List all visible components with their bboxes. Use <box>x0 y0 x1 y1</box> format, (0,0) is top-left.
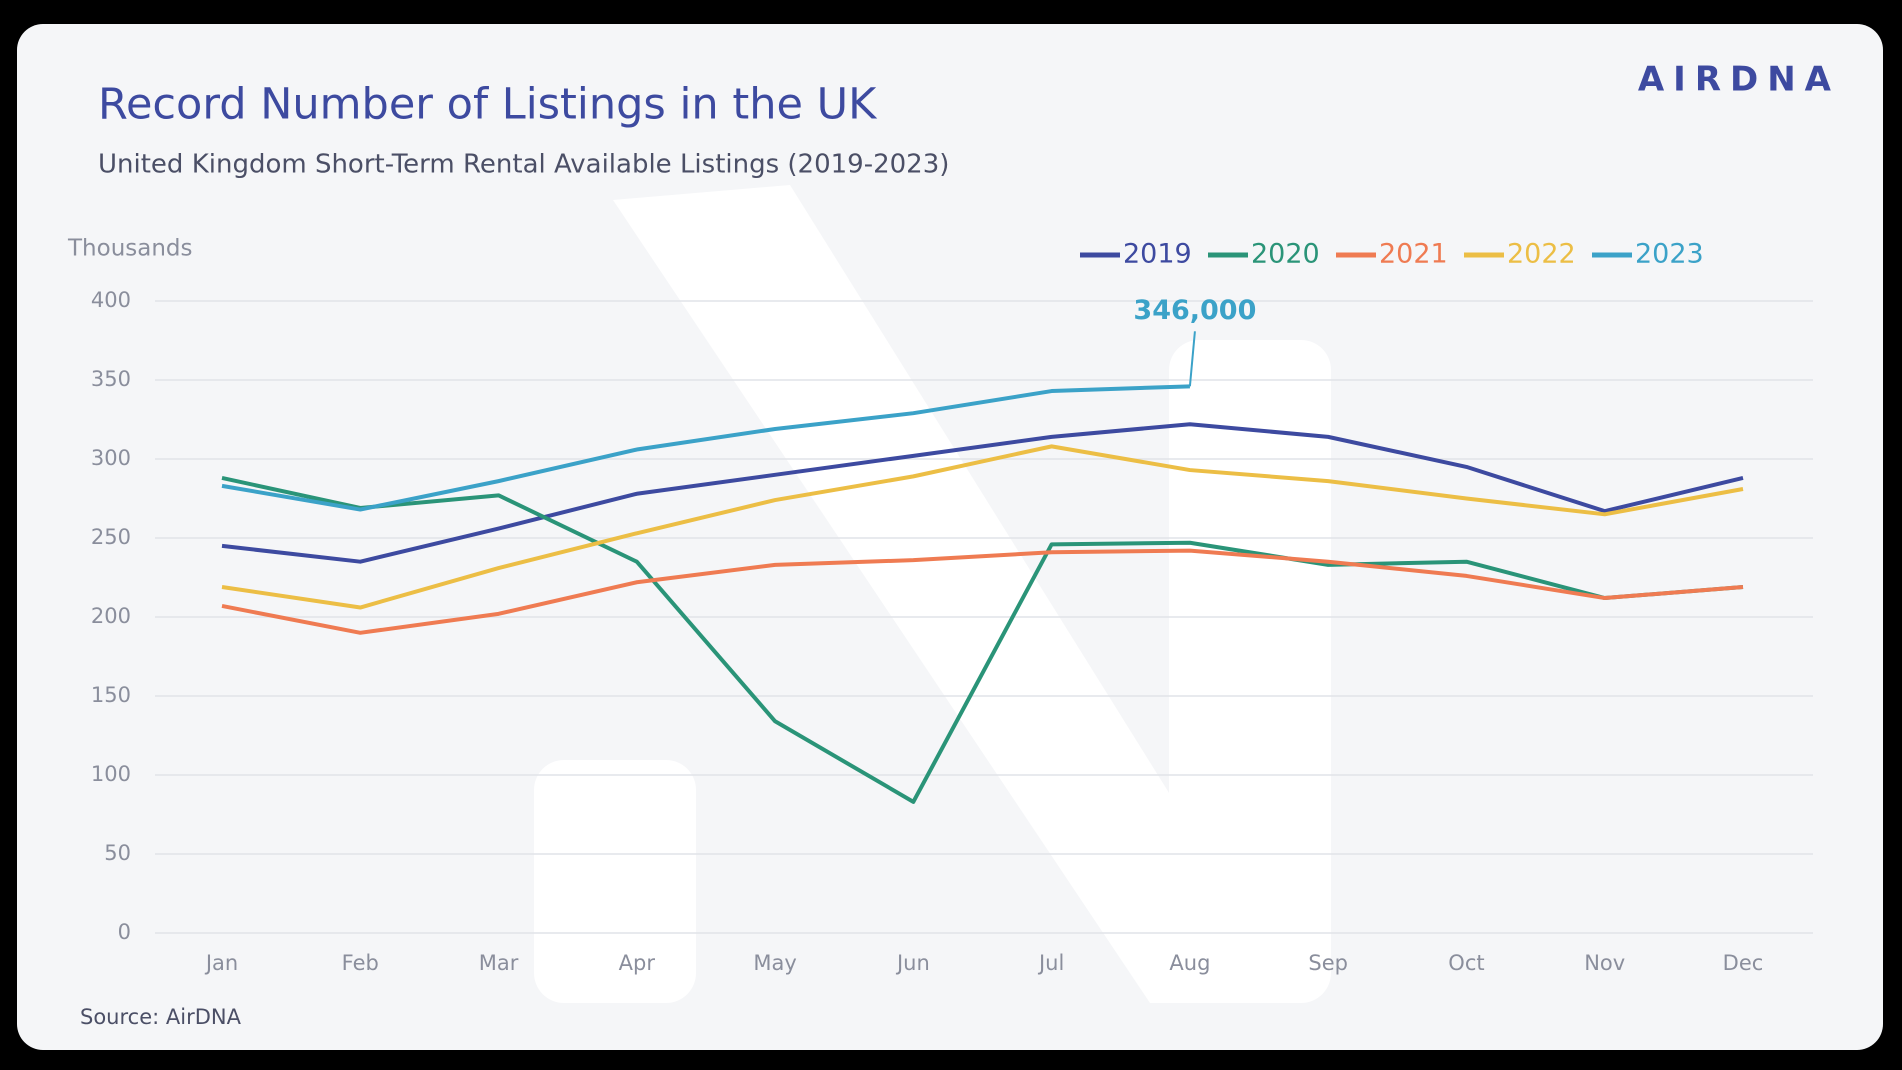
brand-logo: AIRDNA <box>1638 60 1840 100</box>
x-tick-label: Dec <box>1723 951 1764 975</box>
legend-label: 2023 <box>1635 239 1704 270</box>
watermark-block <box>534 760 696 1003</box>
source: Source: AirDNA <box>80 1005 242 1029</box>
series-line <box>221 422 1744 564</box>
series-line <box>221 476 1744 804</box>
x-tick-label: Oct <box>1448 951 1484 975</box>
legend-label: 2020 <box>1251 239 1320 270</box>
watermark <box>534 185 1331 1003</box>
x-tick-label: Nov <box>1584 951 1625 975</box>
legend-label: 2022 <box>1507 239 1576 270</box>
y-tick-label: 200 <box>91 604 131 628</box>
series-line <box>221 548 1744 635</box>
chart-title: Record Number of Listings in the UK <box>98 80 878 130</box>
x-tick-label: Apr <box>619 951 656 975</box>
x-tick-label: May <box>753 951 796 975</box>
x-tick-label: Jun <box>895 951 930 975</box>
y-tick-label: 50 <box>104 841 131 865</box>
chart-subtitle: United Kingdom Short-Term Rental Availab… <box>98 150 949 180</box>
x-tick-label: Jan <box>204 951 238 975</box>
y-tick-label: 400 <box>91 288 131 312</box>
x-tick-label: Sep <box>1308 951 1348 975</box>
x-tick-label: Feb <box>342 951 379 975</box>
watermark-block <box>1169 340 1331 1003</box>
x-tick-label: Jul <box>1037 951 1064 975</box>
y-tick-label: 100 <box>91 762 131 786</box>
x-tick-label: Aug <box>1169 951 1210 975</box>
watermark-stroke <box>613 185 1300 1003</box>
y-tick-label: 250 <box>91 525 131 549</box>
y-tick-label: 150 <box>91 683 131 707</box>
x-tick-label: Mar <box>479 951 519 975</box>
y-axis-label: Thousands <box>67 236 193 262</box>
y-tick-label: 350 <box>91 367 131 391</box>
series-line <box>221 444 1744 610</box>
legend-label: 2021 <box>1379 239 1448 270</box>
data-label: 346,000 <box>1133 295 1256 326</box>
y-tick-label: 0 <box>118 920 131 944</box>
y-tick-label: 300 <box>91 446 131 470</box>
annotation-leader <box>1188 331 1196 387</box>
series-line <box>221 384 1190 512</box>
legend-label: 2019 <box>1123 239 1192 270</box>
